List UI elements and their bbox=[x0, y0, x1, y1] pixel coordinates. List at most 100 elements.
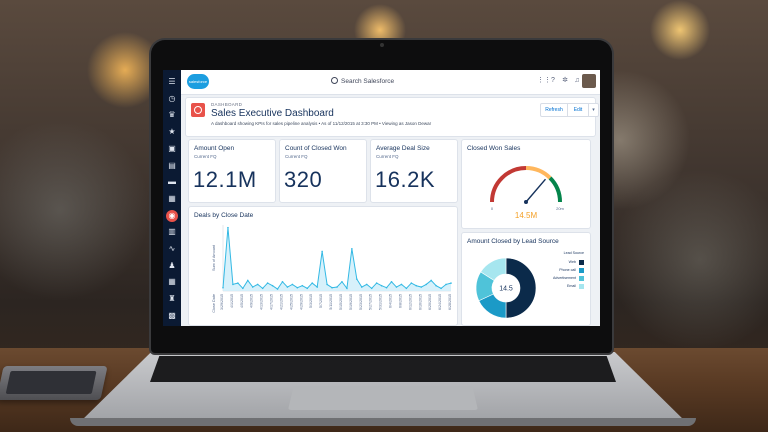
help-icon[interactable]: ? bbox=[551, 77, 555, 84]
deals-by-close-date-card[interactable]: Deals by Close Date 3/29/2015 4/1/2015 4/5… bbox=[188, 206, 458, 326]
legend-item: Advertisement bbox=[544, 274, 584, 282]
laptop-trackpad bbox=[288, 386, 478, 410]
gauge-segment-1 bbox=[525, 166, 552, 180]
data-point bbox=[281, 280, 284, 283]
data-point bbox=[445, 283, 447, 286]
data-point bbox=[232, 283, 234, 286]
legend-swatch bbox=[579, 275, 584, 281]
series-line bbox=[222, 227, 452, 290]
data-point bbox=[306, 287, 309, 290]
x-tick-label: 6/28/2015 bbox=[448, 294, 452, 310]
donut-legend: Lead Source Web Phone call Advertisement Em… bbox=[544, 251, 584, 290]
legend-swatch bbox=[579, 267, 584, 273]
edit-button[interactable]: Edit bbox=[567, 103, 589, 117]
card-title: Amount Closed by Lead Source bbox=[467, 238, 559, 245]
x-tick-label: 5/27/2015 bbox=[369, 294, 373, 310]
x-tick-label: 4/25/2015 bbox=[289, 294, 293, 310]
gear-icon[interactable]: ✲ bbox=[562, 77, 568, 84]
contacts-icon[interactable]: ♜ bbox=[168, 294, 176, 304]
case-icon[interactable]: ▩ bbox=[168, 310, 176, 320]
top-bar: salesforce Search Salesforce ⋮⋮ ? ✲ ♫ bbox=[181, 70, 600, 95]
legend-item: Web bbox=[544, 258, 584, 266]
data-point bbox=[256, 283, 259, 286]
data-point bbox=[395, 286, 398, 288]
search-input[interactable]: Search Salesforce bbox=[331, 76, 491, 88]
gauge-needle bbox=[525, 178, 547, 203]
laptop-base-edge bbox=[70, 418, 696, 426]
clock-icon[interactable]: ◷ bbox=[168, 93, 176, 103]
metric-value: 12.1M bbox=[193, 167, 257, 192]
data-point bbox=[356, 278, 358, 280]
metric-card-closed-won-count[interactable]: Count of Closed Won Current FQ 320 bbox=[279, 139, 367, 203]
gauge-max-label: 20m bbox=[556, 206, 564, 211]
crown-icon[interactable]: ♛ bbox=[168, 110, 176, 120]
data-point bbox=[291, 283, 294, 286]
legend-label: Advertisement bbox=[553, 276, 576, 280]
grid-icon[interactable]: ⋮⋮ bbox=[537, 77, 551, 84]
data-point bbox=[365, 283, 368, 286]
calendar-icon[interactable]: ▥ bbox=[168, 227, 176, 237]
smartphone bbox=[0, 366, 108, 400]
data-point bbox=[370, 287, 373, 290]
data-point bbox=[271, 284, 274, 287]
x-tick-label: 6/16/2015 bbox=[418, 294, 422, 310]
metric-subtitle: Current FQ bbox=[285, 154, 308, 159]
gauge-segment-0 bbox=[490, 166, 527, 203]
y-axis-label: Sum of Amount bbox=[212, 244, 216, 271]
data-point bbox=[420, 286, 423, 288]
folder-icon[interactable]: ▬ bbox=[168, 177, 176, 187]
donut-slice bbox=[480, 257, 507, 281]
data-point bbox=[301, 284, 304, 287]
data-point bbox=[360, 286, 363, 288]
data-point bbox=[261, 287, 264, 290]
data-point bbox=[385, 286, 388, 289]
closed-won-sales-card[interactable]: Closed Won Sales 0 20m 14.5M bbox=[461, 139, 591, 229]
search-placeholder: Search Salesforce bbox=[341, 78, 395, 85]
document-icon[interactable]: ▤ bbox=[168, 160, 176, 170]
bell-icon[interactable]: ♫ bbox=[574, 77, 580, 84]
menu-icon[interactable]: ☰ bbox=[168, 77, 176, 86]
metric-card-amount-open[interactable]: Amount Open Current FQ 12.1M bbox=[188, 139, 276, 203]
card-title: Deals by Close Date bbox=[194, 212, 254, 219]
webcam bbox=[380, 43, 384, 47]
data-point bbox=[286, 286, 289, 288]
donut-slice bbox=[505, 257, 537, 319]
more-actions-button[interactable]: ▾ bbox=[588, 103, 599, 117]
data-point bbox=[246, 279, 249, 282]
data-point bbox=[321, 250, 323, 253]
x-tick-label: 4/13/2015 bbox=[260, 294, 264, 310]
data-point bbox=[341, 280, 343, 283]
data-point bbox=[405, 287, 408, 290]
metric-title: Average Deal Size bbox=[376, 145, 430, 152]
data-point bbox=[296, 286, 299, 289]
data-point bbox=[415, 284, 418, 287]
gauge-chart: 0 20m 14.5M bbox=[490, 166, 565, 220]
page-subtitle: A dashboard showing KPIs for sales pipel… bbox=[211, 121, 432, 126]
dashboard-icon[interactable]: ◉ bbox=[166, 209, 178, 222]
dashboard-icon bbox=[191, 103, 205, 117]
x-tick-label: 6/20/2015 bbox=[428, 294, 432, 310]
lead-source-card[interactable]: Amount Closed by Lead Source 14.5 Lead S… bbox=[461, 232, 591, 326]
legend-label: Web bbox=[568, 260, 576, 264]
laptop-keyboard bbox=[150, 356, 616, 382]
star-icon[interactable]: ★ bbox=[168, 127, 176, 137]
people-icon[interactable]: ♟ bbox=[168, 260, 176, 270]
sidebar: ☰ ◷ ♛ ★ ▣ ▤ ▬ ▦ ◉ ▥ ∿ ♟ ▦ ♜ ▩ bbox=[163, 70, 181, 326]
x-tick-label: 4/17/2015 bbox=[270, 294, 274, 310]
gauge-value: 14.5M bbox=[515, 211, 538, 220]
avatar[interactable] bbox=[582, 74, 596, 88]
table-icon[interactable]: ▦ bbox=[168, 277, 176, 287]
metric-card-average-deal[interactable]: Average Deal Size Current FQ 16.2K bbox=[370, 139, 458, 203]
salesforce-logo[interactable]: salesforce bbox=[187, 74, 209, 89]
inbox-icon[interactable]: ▣ bbox=[168, 143, 176, 153]
data-point bbox=[390, 280, 393, 283]
data-point bbox=[346, 287, 348, 290]
pulse-icon[interactable]: ∿ bbox=[168, 244, 176, 253]
x-tick-label: 4/29/2015 bbox=[299, 294, 303, 310]
refresh-button[interactable]: Refresh bbox=[540, 103, 568, 117]
legend-item: Phone call bbox=[544, 266, 584, 274]
breadcrumb: DASHBOARD bbox=[211, 102, 243, 107]
chart-icon[interactable]: ▦ bbox=[168, 193, 176, 203]
x-tick-label: 4/5/2015 bbox=[240, 294, 244, 308]
data-point bbox=[251, 286, 254, 288]
